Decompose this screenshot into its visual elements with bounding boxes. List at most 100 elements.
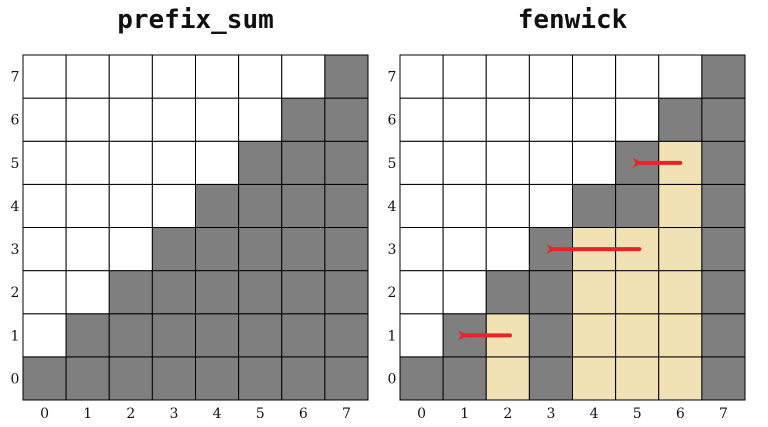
prefix-cell-filled — [151, 227, 196, 272]
prefix-sum-y-axis: 0 1 2 3 4 5 6 7 — [11, 70, 20, 388]
prefix-cell-filled — [195, 356, 240, 401]
prefix-cell-filled — [324, 140, 369, 185]
fenwick-cell-empty — [399, 270, 444, 315]
prefix-cell-empty — [65, 227, 110, 272]
prefix-x-tick-label: 7 — [342, 406, 351, 422]
fenwick-cell-highlight — [658, 270, 703, 315]
prefix-y-tick-label: 3 — [11, 242, 20, 258]
fenwick-cell-empty — [399, 227, 444, 272]
fenwick-x-tick-label: 2 — [503, 406, 512, 422]
fenwick-cell-empty — [442, 270, 487, 315]
fenwick-y-tick-label: 0 — [388, 371, 397, 387]
prefix-y-tick-label: 2 — [11, 285, 20, 301]
fenwick-cell-empty — [615, 97, 660, 142]
fenwick-cell-empty — [528, 183, 573, 228]
prefix-cell-filled — [151, 313, 196, 358]
fenwick-grid — [399, 54, 746, 401]
fenwick-y-tick-label: 5 — [388, 156, 397, 172]
prefix-cell-filled — [324, 54, 369, 99]
prefix-cell-filled — [281, 140, 326, 185]
prefix-cell-empty — [65, 140, 110, 185]
prefix-cell-empty — [22, 97, 67, 142]
prefix-cell-filled — [281, 227, 326, 272]
prefix-x-tick-label: 0 — [40, 406, 49, 422]
prefix-cell-filled — [238, 270, 283, 315]
prefix-y-tick-label: 6 — [11, 113, 20, 129]
prefix-cell-empty — [108, 183, 153, 228]
fenwick-cell-filled — [442, 356, 487, 401]
fenwick-cell-filled — [528, 356, 573, 401]
fenwick-y-tick-label: 2 — [388, 285, 397, 301]
prefix-cell-filled — [238, 356, 283, 401]
prefix-cell-empty — [108, 54, 153, 99]
fenwick-arrows — [458, 157, 683, 341]
fenwick-cell-empty — [485, 54, 530, 99]
fenwick-cell-highlight — [485, 356, 530, 401]
fenwick-cell-empty — [442, 227, 487, 272]
fenwick-cell-filled — [701, 270, 746, 315]
prefix-cell-filled — [22, 356, 67, 401]
prefix-cell-filled — [238, 227, 283, 272]
prefix-cell-empty — [151, 54, 196, 99]
prefix-cell-empty — [22, 54, 67, 99]
prefix-cell-filled — [195, 183, 240, 228]
fenwick-cell-empty — [399, 313, 444, 358]
fenwick-cell-empty — [399, 183, 444, 228]
prefix-cell-filled — [324, 183, 369, 228]
prefix-cell-filled — [65, 356, 110, 401]
prefix-cell-empty — [108, 97, 153, 142]
prefix-cell-filled — [195, 270, 240, 315]
fenwick-cell-empty — [399, 97, 444, 142]
prefix-cell-filled — [108, 270, 153, 315]
fenwick-x-tick-label: 5 — [633, 406, 642, 422]
prefix-cell-filled — [238, 313, 283, 358]
prefix-cell-filled — [195, 227, 240, 272]
fenwick-y-tick-label: 6 — [388, 113, 397, 129]
fenwick-y-tick-label: 3 — [388, 242, 397, 258]
prefix-x-tick-label: 6 — [299, 406, 308, 422]
prefix-x-tick-label: 2 — [126, 406, 135, 422]
prefix-cell-empty — [108, 140, 153, 185]
prefix-sum-grid — [22, 54, 369, 401]
fenwick-cell-filled — [572, 183, 617, 228]
fenwick-cell-filled — [528, 270, 573, 315]
prefix-cell-empty — [65, 54, 110, 99]
prefix-x-tick-label: 4 — [213, 406, 222, 422]
fenwick-cell-filled — [701, 97, 746, 142]
prefix-cell-empty — [108, 227, 153, 272]
fenwick-title: fenwick — [518, 5, 628, 35]
fenwick-y-tick-label: 1 — [388, 328, 397, 344]
fenwick-cell-empty — [615, 54, 660, 99]
fenwick-cell-highlight — [572, 270, 617, 315]
prefix-cell-empty — [195, 97, 240, 142]
fenwick-cell-filled — [701, 356, 746, 401]
fenwick-x-tick-label: 7 — [719, 406, 728, 422]
prefix-y-tick-label: 4 — [11, 199, 20, 215]
fenwick-cell-empty — [572, 54, 617, 99]
fenwick-cell-empty — [442, 97, 487, 142]
prefix-x-tick-label: 5 — [256, 406, 265, 422]
fenwick-cell-highlight — [658, 356, 703, 401]
prefix-cell-empty — [238, 97, 283, 142]
prefix-cell-filled — [108, 356, 153, 401]
fenwick-cell-empty — [442, 140, 487, 185]
fenwick-x-axis: 0 1 2 3 4 5 6 7 — [417, 406, 728, 422]
fenwick-cell-empty — [399, 54, 444, 99]
prefix-cell-empty — [65, 270, 110, 315]
fenwick-y-tick-label: 4 — [388, 199, 397, 215]
prefix-cell-empty — [195, 54, 240, 99]
fenwick-cell-empty — [528, 140, 573, 185]
fenwick-cell-filled — [615, 183, 660, 228]
fenwick-cell-empty — [572, 97, 617, 142]
prefix-cell-filled — [195, 313, 240, 358]
prefix-cell-empty — [65, 97, 110, 142]
prefix-cell-empty — [238, 54, 283, 99]
prefix-cell-filled — [324, 227, 369, 272]
prefix-cell-filled — [324, 270, 369, 315]
prefix-cell-filled — [281, 97, 326, 142]
fenwick-cell-filled — [701, 227, 746, 272]
prefix-cell-filled — [108, 313, 153, 358]
fenwick-cell-empty — [572, 140, 617, 185]
prefix-x-tick-label: 1 — [83, 406, 92, 422]
